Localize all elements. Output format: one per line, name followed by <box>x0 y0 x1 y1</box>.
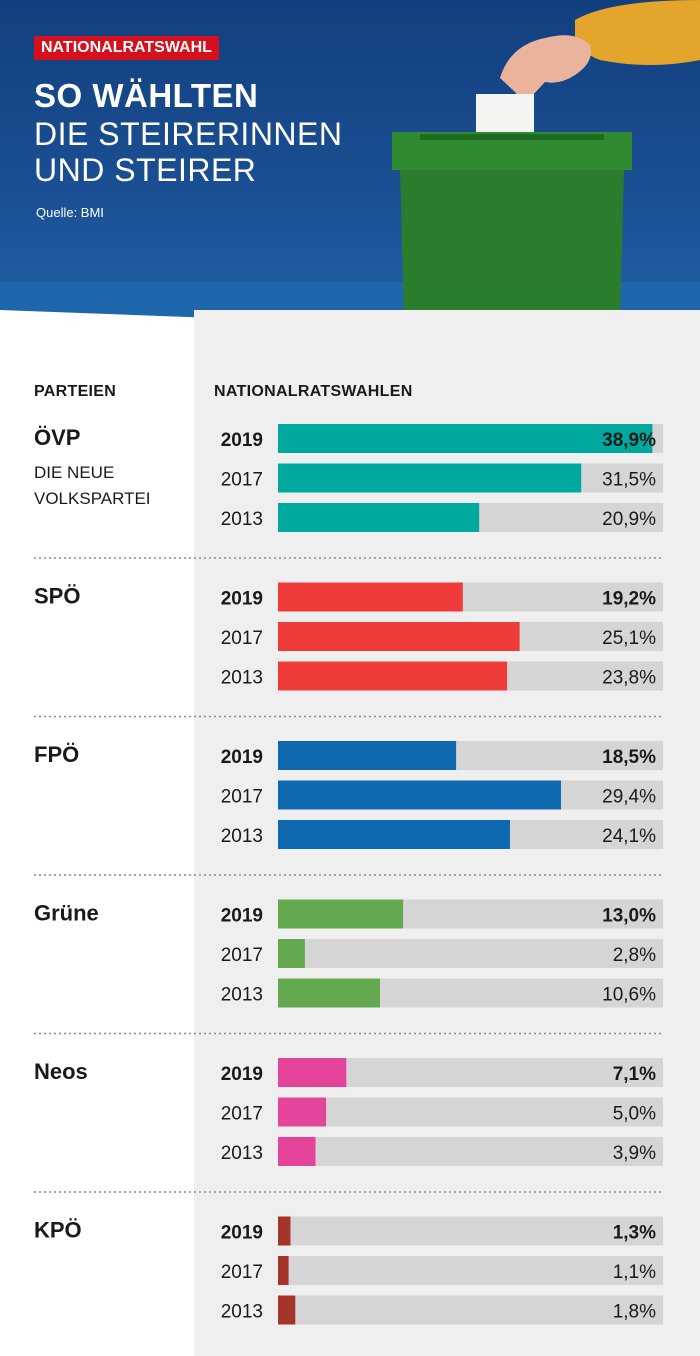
year-label-fpö-2019: 2019 <box>221 747 263 768</box>
bar-övp-2013 <box>278 503 480 532</box>
year-label-övp-2019: 2019 <box>221 430 263 451</box>
party-name-grüne: Grüne <box>34 901 99 926</box>
source-note: Quelle: BMI <box>36 205 104 220</box>
hand-shape <box>500 35 591 98</box>
bar-track-kpö-2017 <box>278 1256 663 1285</box>
value-label-kpö-2013: 1,8% <box>613 1302 656 1323</box>
year-label-övp-2017: 2017 <box>221 470 263 491</box>
column-header-elections: NATIONALRATSWAHLEN <box>214 383 413 400</box>
year-label-spö-2013: 2013 <box>221 668 263 689</box>
year-label-spö-2017: 2017 <box>221 628 263 649</box>
bar-track-neos-2017 <box>278 1097 663 1127</box>
column-header-parties: PARTEIEN <box>34 383 117 400</box>
bar-neos-2017 <box>278 1097 327 1127</box>
year-label-neos-2013: 2013 <box>221 1143 263 1164</box>
bar-grüne-2013 <box>278 978 380 1008</box>
year-label-fpö-2017: 2017 <box>221 787 263 808</box>
value-label-neos-2019: 7,1% <box>613 1064 656 1085</box>
value-label-spö-2017: 25,1% <box>602 628 656 649</box>
party-subtitle-övp: VOLKSPARTEI <box>34 489 151 508</box>
year-label-neos-2017: 2017 <box>221 1104 263 1125</box>
party-name-spö: SPÖ <box>34 584 80 609</box>
header-banner: NATIONALRATSWAHL SO WÄHLTEN DIE STEIRERI… <box>0 0 700 345</box>
year-label-övp-2013: 2013 <box>221 509 263 530</box>
headline-line2: DIE STEIRERINNEN <box>34 116 343 152</box>
party-name-neos: Neos <box>34 1059 88 1084</box>
bar-övp-2019 <box>278 424 653 453</box>
value-label-spö-2013: 23,8% <box>602 668 656 689</box>
value-label-kpö-2019: 1,3% <box>613 1223 656 1244</box>
sleeve-shape <box>575 0 700 65</box>
ballot-box-illustration <box>392 0 700 318</box>
bar-kpö-2013 <box>278 1295 296 1325</box>
bar-fpö-2017 <box>278 780 561 810</box>
year-label-spö-2019: 2019 <box>221 589 263 610</box>
value-label-övp-2013: 20,9% <box>602 509 656 530</box>
value-label-fpö-2019: 18,5% <box>602 747 656 768</box>
bar-kpö-2019 <box>278 1216 291 1246</box>
bar-track-kpö-2019 <box>278 1216 663 1246</box>
year-label-grüne-2019: 2019 <box>221 906 263 927</box>
value-label-neos-2013: 3,9% <box>613 1143 656 1164</box>
bar-neos-2019 <box>278 1058 347 1087</box>
ballot-box-body <box>400 170 624 318</box>
bar-spö-2013 <box>278 661 508 691</box>
headline-line3: UND STEIRER <box>34 152 257 188</box>
value-label-fpö-2017: 29,4% <box>602 787 656 808</box>
value-label-grüne-2017: 2,8% <box>613 945 656 966</box>
bar-track-grüne-2017 <box>278 939 663 968</box>
value-label-grüne-2013: 10,6% <box>602 985 656 1006</box>
party-subtitle-övp: DIE NEUE <box>34 463 114 482</box>
bar-spö-2019 <box>278 582 463 612</box>
party-name-fpö: FPÖ <box>34 742 79 767</box>
year-label-neos-2019: 2019 <box>221 1064 263 1085</box>
year-label-grüne-2013: 2013 <box>221 985 263 1006</box>
value-label-övp-2017: 31,5% <box>602 470 656 491</box>
bar-grüne-2017 <box>278 939 305 968</box>
ballot-box-lid <box>392 132 632 170</box>
year-label-fpö-2013: 2013 <box>221 826 263 847</box>
value-label-övp-2019: 38,9% <box>602 430 656 451</box>
bar-track-neos-2013 <box>278 1137 663 1166</box>
value-label-fpö-2013: 24,1% <box>602 826 656 847</box>
bar-track-kpö-2013 <box>278 1295 663 1325</box>
bar-spö-2017 <box>278 622 520 651</box>
bar-grüne-2019 <box>278 899 404 929</box>
year-label-kpö-2017: 2017 <box>221 1262 263 1283</box>
headline-bold: SO WÄHLTEN <box>34 77 259 114</box>
bar-fpö-2013 <box>278 820 510 849</box>
year-label-kpö-2019: 2019 <box>221 1223 263 1244</box>
party-name-övp: ÖVP <box>34 425 80 450</box>
party-name-kpö: KPÖ <box>34 1218 82 1243</box>
bar-fpö-2019 <box>278 741 457 770</box>
bar-neos-2013 <box>278 1137 316 1166</box>
bar-övp-2017 <box>278 463 582 493</box>
year-label-grüne-2017: 2017 <box>221 945 263 966</box>
value-label-neos-2017: 5,0% <box>613 1104 656 1125</box>
bar-kpö-2017 <box>278 1256 289 1285</box>
value-label-spö-2019: 19,2% <box>602 589 656 610</box>
value-label-grüne-2019: 13,0% <box>602 906 656 927</box>
value-label-kpö-2017: 1,1% <box>613 1262 656 1283</box>
year-label-kpö-2013: 2013 <box>221 1302 263 1323</box>
category-tag: NATIONALRATSWAHL <box>34 36 219 60</box>
